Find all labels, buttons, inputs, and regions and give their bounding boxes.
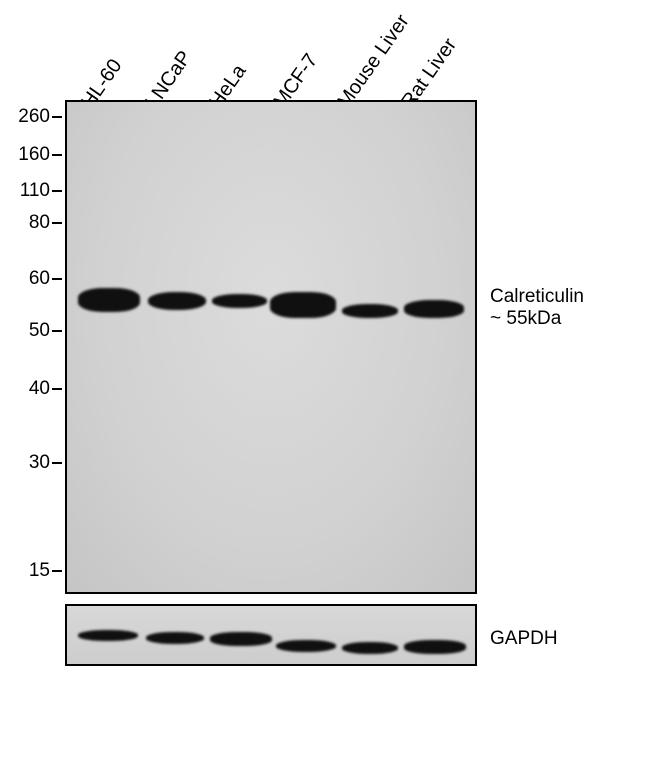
control-band-4 <box>342 642 398 654</box>
marker-label-110: 110 <box>12 180 50 202</box>
marker-label-40: 40 <box>12 378 50 400</box>
marker-tick-110 <box>52 190 62 192</box>
marker-tick-40 <box>52 388 62 390</box>
marker-label-260: 260 <box>12 106 50 128</box>
marker-tick-80 <box>52 222 62 224</box>
main-blot-box <box>65 100 477 594</box>
marker-label-50: 50 <box>12 320 50 342</box>
control-label: GAPDH <box>490 628 558 649</box>
target-bands-band-4 <box>342 304 398 318</box>
westernblot-figure: HL-60LNCaPHeLaMCF-7Mouse LiverRat Liver … <box>0 0 650 766</box>
control-band-5 <box>404 640 466 654</box>
marker-label-80: 80 <box>12 212 50 234</box>
control-blot-box <box>65 604 477 666</box>
target-bands-band-3 <box>270 292 336 318</box>
control-band-3 <box>276 640 336 652</box>
marker-tick-50 <box>52 330 62 332</box>
target-label-line2: ~ 55kDa <box>490 308 584 330</box>
target-label-line1: Calreticulin <box>490 286 584 308</box>
control-band-0 <box>78 630 138 641</box>
marker-label-60: 60 <box>12 268 50 290</box>
target-bands-band-5 <box>404 300 464 318</box>
control-band-1 <box>146 632 204 644</box>
main-blot-background <box>67 102 475 592</box>
marker-tick-160 <box>52 154 62 156</box>
target-bands-band-0 <box>78 288 140 312</box>
control-annotation: GAPDH <box>490 628 558 650</box>
marker-label-30: 30 <box>12 452 50 474</box>
marker-label-160: 160 <box>12 144 50 166</box>
control-band-2 <box>210 632 272 646</box>
marker-tick-30 <box>52 462 62 464</box>
marker-tick-15 <box>52 570 62 572</box>
marker-label-15: 15 <box>12 560 50 582</box>
target-annotation: Calreticulin ~ 55kDa <box>490 286 584 330</box>
marker-tick-60 <box>52 278 62 280</box>
target-bands-band-1 <box>148 292 206 310</box>
marker-tick-260 <box>52 116 62 118</box>
target-bands-band-2 <box>212 294 267 308</box>
